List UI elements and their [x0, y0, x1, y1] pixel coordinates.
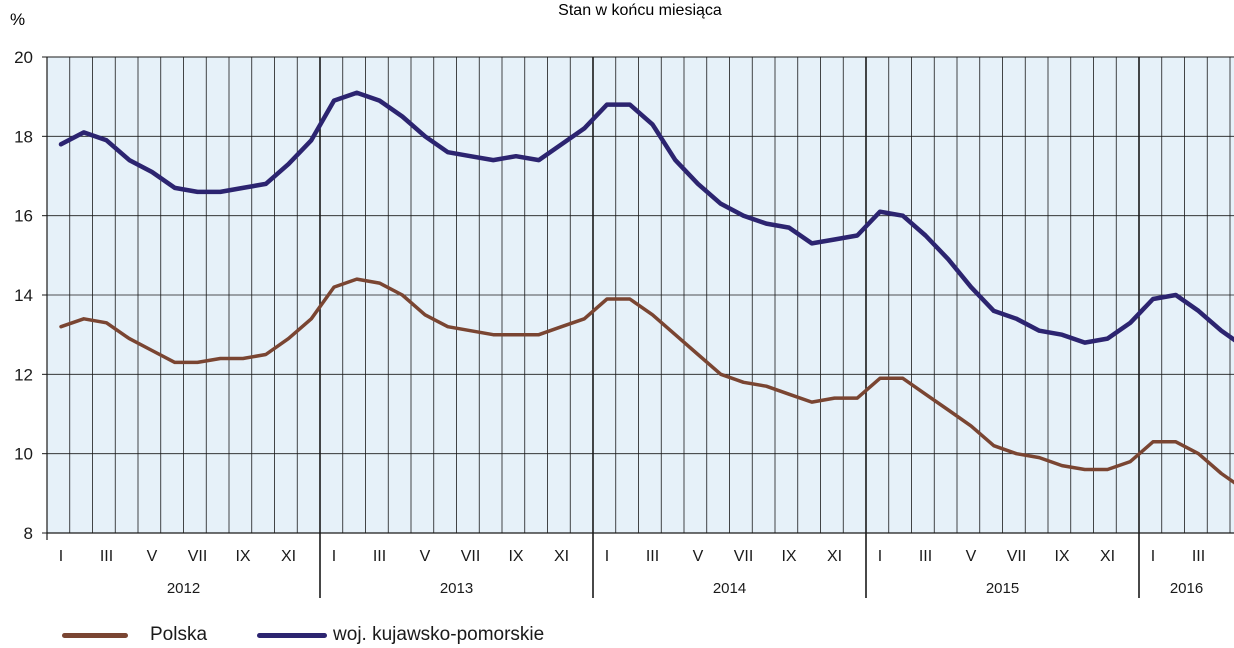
x-tick-label: XI [554, 548, 569, 565]
series-line-kujawsko-pomorskie [58, 90, 1234, 345]
x-tick-label: III [919, 548, 932, 565]
x-tick-label: I [1151, 548, 1155, 565]
y-tick-label: 10 [14, 445, 33, 464]
year-label: 2012 [167, 580, 200, 597]
x-tick-label: I [878, 548, 882, 565]
x-tick-label: IX [508, 548, 523, 565]
y-axis-unit-label: % [10, 10, 25, 29]
x-tick-label: VII [734, 548, 754, 565]
x-tick-label: XI [281, 548, 296, 565]
x-tick-label: VII [461, 548, 481, 565]
x-tick-label: IX [781, 548, 796, 565]
x-tick-label: V [420, 548, 431, 565]
x-tick-label: VII [1007, 548, 1027, 565]
x-tick-label: XI [1100, 548, 1115, 565]
x-tick-label: VII [188, 548, 208, 565]
x-tick-label: IX [235, 548, 250, 565]
x-tick-label: I [59, 548, 63, 565]
x-tick-label: V [693, 548, 704, 565]
x-tick-label: V [966, 548, 977, 565]
legend-label-kujawsko-pomorskie: woj. kujawsko-pomorskie [333, 624, 545, 645]
legend: Polska woj. kujawsko-pomorskie [62, 622, 556, 648]
y-tick-label: 20 [14, 48, 33, 67]
x-tick-label: III [373, 548, 386, 565]
legend-item-polska: Polska [62, 624, 207, 646]
y-tick-label: 18 [14, 127, 33, 146]
year-label: 2013 [440, 580, 473, 597]
y-tick-label: 8 [24, 524, 33, 543]
legend-swatch-kujawsko-pomorskie [257, 632, 328, 638]
x-tick-label: IX [1054, 548, 1069, 565]
year-label: 2015 [986, 580, 1019, 597]
x-tick-label: XI [827, 548, 842, 565]
x-tick-label: V [147, 548, 158, 565]
year-label: 2014 [713, 580, 746, 597]
y-tick-label: 12 [14, 365, 33, 384]
y-tick-label: 16 [14, 207, 33, 226]
year-label: 2016 [1170, 580, 1203, 597]
x-tick-label: III [1192, 548, 1205, 565]
legend-item-kujawsko-pomorskie: woj. kujawsko-pomorskie [257, 624, 544, 646]
y-tick-label: 14 [14, 286, 33, 305]
x-tick-label: III [646, 548, 659, 565]
legend-swatch-polska [62, 632, 128, 638]
x-tick-label: I [605, 548, 609, 565]
x-tick-label: III [100, 548, 113, 565]
series-line-polska [59, 277, 1234, 485]
chart-subtitle: Stan w końcu miesiąca [558, 2, 722, 19]
legend-label-polska: Polska [150, 624, 208, 645]
x-tick-label: I [332, 548, 336, 565]
